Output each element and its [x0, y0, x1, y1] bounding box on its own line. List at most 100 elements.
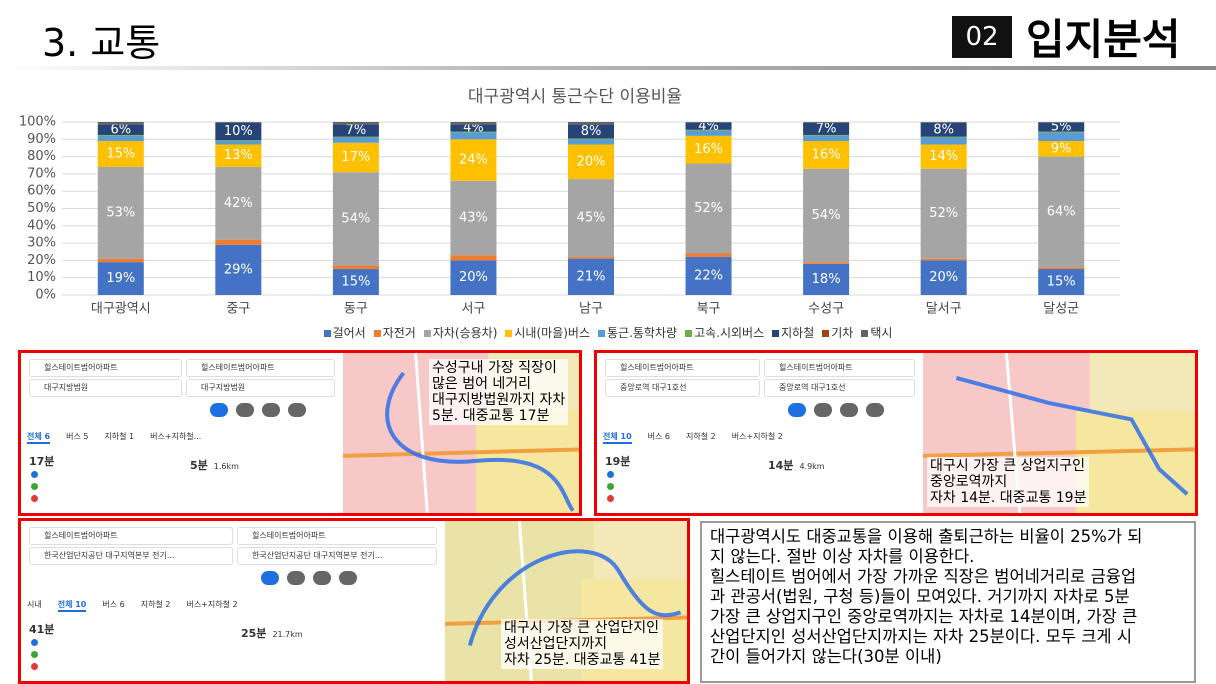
road	[342, 447, 579, 458]
mode-icon	[339, 571, 357, 585]
transit-step	[31, 495, 38, 502]
origin-field: 힐스테이트범어아파트	[237, 527, 437, 545]
bar-segment	[568, 179, 614, 257]
bar-segment	[97, 122, 144, 125]
tab: 버스 6	[102, 600, 125, 609]
legend-item: 시내(마을)버스	[505, 324, 590, 341]
bar-segment	[97, 141, 144, 167]
bar-segment	[332, 136, 379, 138]
legend-label: 시내(마을)버스	[514, 326, 590, 340]
mode-icon	[261, 571, 279, 585]
bar-segment	[332, 122, 379, 125]
mode-icon	[866, 403, 884, 417]
data-label: 20%	[929, 270, 958, 285]
data-label: 53%	[106, 205, 135, 220]
route-app: 힐스테이트범어아파트 대구지방법원 힐스테이트범어아파트 대구지방법원 전체 6 버스 5…	[21, 353, 344, 513]
destination-field: 한국산업단지공단 대구지역본부 전기...	[29, 547, 233, 565]
data-label: 20%	[577, 154, 606, 169]
tab-row: 전체 6 버스 5 지하철 1 버스+지하철...	[27, 431, 201, 444]
data-label: 7%	[346, 123, 367, 138]
data-label: 15%	[1047, 275, 1076, 290]
data-label: 43%	[459, 211, 488, 226]
mode-icon	[236, 403, 254, 417]
road	[922, 447, 1195, 458]
data-label: 8%	[933, 122, 954, 137]
bar-segment	[920, 136, 967, 138]
data-label: 5%	[1051, 120, 1072, 135]
bar-segment	[920, 122, 967, 137]
legend-label: 자전거	[382, 326, 416, 340]
tab: 시내	[27, 600, 42, 609]
summary-line: 산업단지인 성서산업단지까지는 자차 25분이다. 모두 크게 시	[710, 627, 1133, 646]
bar-segment	[685, 122, 732, 130]
bar-segment	[803, 263, 850, 295]
caption-line: 대구시 가장 큰 산업단지인	[504, 620, 660, 636]
bar-segment	[803, 141, 850, 169]
tab-row: 전체 10 버스 6 지하철 2 버스+지하철 2	[603, 431, 783, 444]
origin-field: 힐스테이트범어아파트	[29, 359, 182, 377]
bar-segment	[215, 140, 262, 142]
bar-segment	[1038, 132, 1085, 142]
caption-line: 중앙로역까지	[930, 474, 1008, 490]
legend-label: 택시	[870, 326, 893, 340]
legend-swatch	[423, 330, 431, 337]
origin-field: 힐스테이트범어아파트	[605, 359, 760, 377]
bar-segment	[1038, 122, 1085, 132]
caption-line: 자차 14분. 대중교통 19분	[930, 490, 1087, 506]
section-badge: 02	[952, 16, 1012, 58]
data-label: 10%	[224, 124, 253, 139]
x-tick-label: 남구	[579, 302, 603, 317]
route-line	[955, 375, 1189, 496]
bar-segment	[450, 122, 497, 125]
bar-segment	[920, 260, 967, 295]
map: 수성구내 가장 직장이 많은 범어 네거리 대구지방법원까지 자차 5분. 대중교통 …	[342, 353, 579, 513]
bar-segment	[215, 244, 262, 295]
car-time: 25분	[241, 627, 267, 640]
data-label: 64%	[1047, 204, 1076, 219]
legend-item: 자차(승용차)	[423, 324, 497, 341]
data-label: 22%	[694, 268, 723, 283]
route-panel: 힐스테이트범어아파트 대구지방법원 힐스테이트범어아파트 대구지방법원 전체 6 버스 5…	[18, 350, 582, 516]
destination-field: 대구지방법원	[29, 379, 182, 397]
mode-icon	[288, 403, 306, 417]
bar-segment	[803, 134, 850, 136]
tab: 지하철 2	[140, 600, 171, 609]
bar-segment	[332, 172, 379, 266]
destination-field: 중앙로역 대구1호선	[605, 379, 760, 397]
mode-icon	[788, 403, 806, 417]
y-tick-label: 0%	[35, 288, 56, 303]
bar-segment	[685, 253, 732, 257]
legend-item: 기차	[822, 324, 853, 341]
x-tick-label: 서구	[461, 302, 485, 317]
y-tick-label: 80%	[27, 149, 56, 164]
caption-line: 대구시 가장 큰 상업지구인	[930, 458, 1086, 474]
bar-segment	[97, 262, 144, 295]
y-tick-label: 40%	[27, 218, 56, 233]
map: 대구시 가장 큰 상업지구인 중앙로역까지 자차 14분. 대중교통 19분	[922, 353, 1195, 513]
slide-title: 3. 교통	[42, 21, 161, 65]
caption-line: 5분. 대중교통 17분	[432, 408, 550, 424]
bar-segment	[1038, 141, 1085, 157]
tab-row: 시내 전체 10 버스 6 지하철 2 버스+지하철 2	[27, 599, 238, 612]
bar-segment	[568, 144, 614, 180]
legend-item: 택시	[861, 324, 892, 341]
bar-segment	[1038, 269, 1085, 295]
bar-segment	[568, 256, 614, 259]
caption-line: 대구지방법원까지 자차	[432, 392, 566, 408]
data-label: 29%	[224, 262, 253, 277]
tab: 버스+지하철 2	[186, 600, 238, 609]
legend-item: 걸어서	[323, 324, 366, 341]
legend-label: 기차	[831, 326, 854, 340]
mode-icon	[814, 403, 832, 417]
data-label: 9%	[1051, 141, 1072, 156]
car-summary: 14분 4.9km	[768, 457, 825, 473]
car-summary: 5분 1.6km	[190, 457, 239, 473]
x-tick-label: 동구	[344, 302, 368, 317]
section-title: 입지분석	[1026, 15, 1181, 64]
data-label: 15%	[106, 147, 135, 162]
legend-swatch	[373, 330, 381, 337]
bar-segment	[215, 141, 262, 145]
bar-segment	[215, 122, 262, 141]
chart: 대구광역시 통근수단 이용비율 0% 10% 20% 30% 40% 50% 60% 70% 8…	[19, 87, 1120, 317]
legend-swatch	[685, 330, 693, 337]
